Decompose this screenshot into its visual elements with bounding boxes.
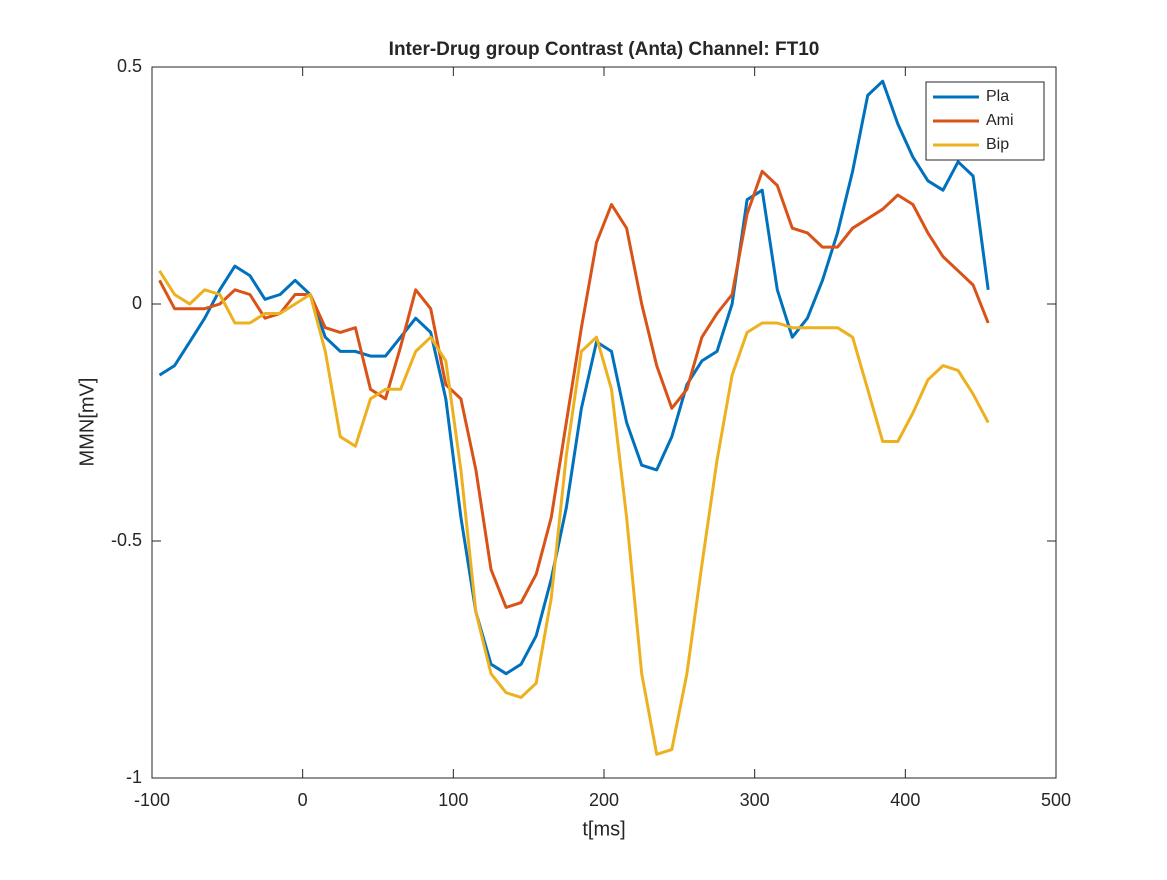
y-tick-label: -1 — [126, 767, 142, 787]
data-line — [158, 79, 990, 676]
y-axis-label: MMN[mV] — [76, 378, 98, 467]
axes-box — [151, 66, 1057, 779]
y-tick-label: 0 — [132, 293, 142, 313]
y-tick-label: -0.5 — [111, 530, 142, 550]
x-tick-label: 500 — [1041, 790, 1071, 810]
x-axis-label: t[ms] — [582, 818, 625, 840]
legend-label: Pla — [986, 88, 1009, 105]
data-line — [158, 269, 990, 756]
x-tick-label: 400 — [890, 790, 920, 810]
x-tick-label: 100 — [438, 790, 468, 810]
chart-title: Inter-Drug group Contrast (Anta) Channel… — [389, 39, 820, 60]
legend-label: Bip — [986, 136, 1009, 153]
x-tick-label: -100 — [134, 790, 170, 810]
legend-label: Ami — [986, 112, 1014, 129]
data-line — [158, 169, 990, 609]
x-tick-label: 0 — [298, 790, 308, 810]
x-tick-label: 300 — [740, 790, 770, 810]
y-tick-label: 0.5 — [117, 56, 142, 76]
x-tick-label: 200 — [589, 790, 619, 810]
